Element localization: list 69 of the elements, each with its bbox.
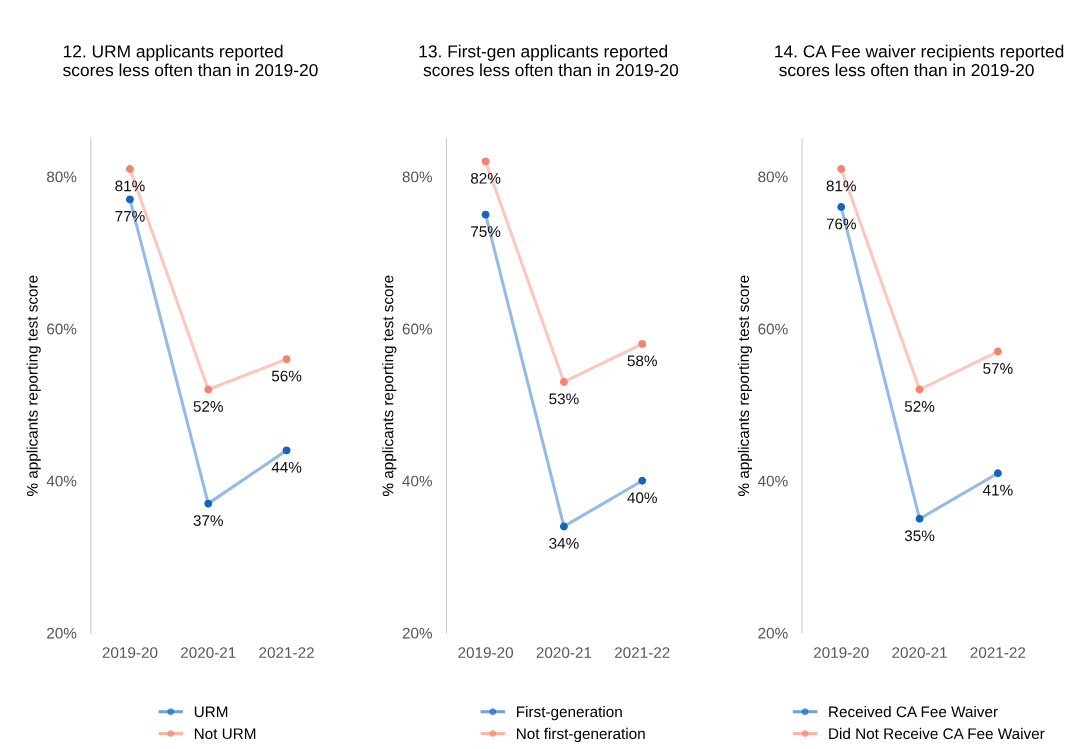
point xyxy=(915,385,924,394)
point xyxy=(481,210,490,219)
data-label: 44% xyxy=(271,461,302,473)
point xyxy=(282,446,291,455)
point xyxy=(125,165,134,173)
y-axis-title: % applicants reporting test score xyxy=(737,275,753,496)
x-tick-label: 2019-20 xyxy=(813,647,869,659)
y-tick-label: 60% xyxy=(47,323,77,335)
y-tick-label: 20% xyxy=(758,627,788,639)
data-label: 41% xyxy=(982,484,1013,496)
y-tick-label: 20% xyxy=(402,627,432,639)
y-tick-label: 60% xyxy=(758,323,788,335)
y-tick-label: 80% xyxy=(402,171,432,183)
legend-label: Did Not Receive CA Fee Waiver xyxy=(829,727,1045,740)
data-label: 81% xyxy=(826,180,856,192)
y-axis-title: % applicants reporting test score xyxy=(382,275,397,496)
data-label: 53% xyxy=(549,393,579,405)
y-tick-label: 20% xyxy=(47,627,77,639)
y-axis-title: % applicants reporting test score xyxy=(26,275,41,496)
x-tick-label: 2021-22 xyxy=(970,647,1026,659)
chart-title: 14. CA Fee waiver recipients reported scores less often than in 2019-20 xyxy=(775,44,1064,77)
data-label: 58% xyxy=(627,355,657,367)
point xyxy=(993,469,1002,478)
y-tick-label: 40% xyxy=(757,475,788,487)
point xyxy=(282,355,291,364)
chart-title: 12. URM applicants reported scores less often than in 2019-20 xyxy=(63,44,318,77)
point xyxy=(125,195,134,204)
x-tick-label: 2021-22 xyxy=(614,647,670,659)
data-label: 56% xyxy=(271,370,302,382)
data-label: 52% xyxy=(193,401,224,412)
data-label: 75% xyxy=(471,226,501,237)
data-label: 76% xyxy=(826,218,856,230)
point xyxy=(993,347,1002,356)
data-label: 35% xyxy=(904,530,935,542)
x-tick-label: 2019-20 xyxy=(102,647,158,659)
point xyxy=(559,522,568,531)
point xyxy=(204,385,213,394)
y-tick-label: 40% xyxy=(46,475,77,487)
data-label: 77% xyxy=(115,210,145,222)
y-tick-label: 80% xyxy=(46,171,77,183)
point xyxy=(481,157,490,166)
data-label: 52% xyxy=(904,401,935,412)
x-tick-label: 2019-20 xyxy=(458,647,514,659)
x-tick-label: 2021-22 xyxy=(259,647,314,659)
x-tick-label: 2020-21 xyxy=(536,647,592,659)
legend-label: Not first-generation xyxy=(517,727,645,743)
x-tick-label: 2020-21 xyxy=(181,647,236,659)
y-tick-label: 80% xyxy=(758,171,788,183)
data-label: 37% xyxy=(193,515,224,526)
x-tick-label: 2020-21 xyxy=(892,647,947,659)
point xyxy=(559,377,568,386)
chart-title: 13. First-gen applicants reported scores less often than in 2019-20 xyxy=(419,44,679,77)
point xyxy=(915,514,924,523)
data-label: 82% xyxy=(470,172,501,184)
data-label: 57% xyxy=(983,363,1013,374)
legend-label: First-generation xyxy=(517,705,622,721)
data-label: 81% xyxy=(115,180,145,192)
legend-label: Received CA Fee Waiver xyxy=(829,705,998,718)
y-tick-label: 40% xyxy=(402,475,432,487)
legend-label: URM xyxy=(194,706,228,718)
data-label: 40% xyxy=(627,492,657,504)
point xyxy=(638,339,647,348)
y-tick-label: 60% xyxy=(402,323,432,335)
point xyxy=(204,499,213,508)
point xyxy=(837,203,846,211)
point xyxy=(638,476,647,485)
point xyxy=(837,165,846,173)
legend-label: Not URM xyxy=(194,728,256,740)
data-label: 34% xyxy=(549,537,579,549)
